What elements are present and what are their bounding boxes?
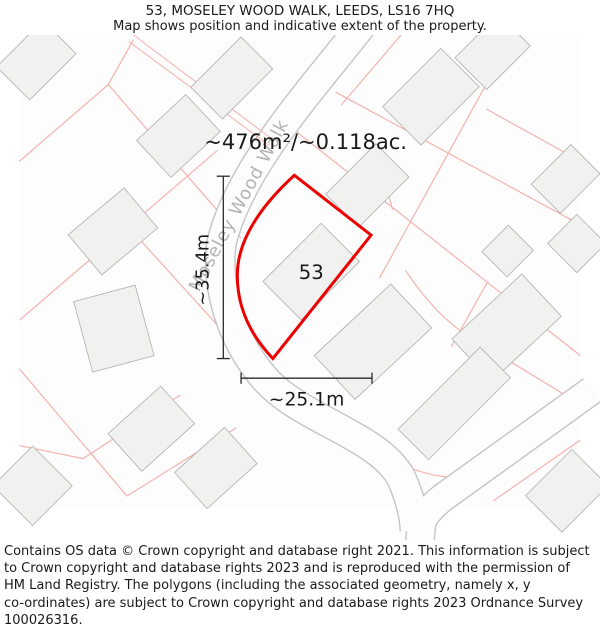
page-title: 53, MOSELEY WOOD WALK, LEEDS, LS16 7HQ xyxy=(145,3,455,19)
page-subtitle: Map shows position and indicative extent… xyxy=(113,19,487,34)
plot-number-label: 53 xyxy=(299,261,324,284)
building xyxy=(73,284,155,373)
footer-line: co-ordinates) are subject to Crown copyr… xyxy=(4,595,584,611)
building-53 xyxy=(262,222,361,321)
building xyxy=(530,144,600,215)
roads xyxy=(204,13,600,546)
building xyxy=(190,36,274,120)
height-dimension xyxy=(216,175,230,360)
building xyxy=(397,346,512,461)
building xyxy=(325,143,410,228)
footer-line: to Crown copyright and database rights 2… xyxy=(4,561,570,577)
map-canvas: Moseley Wood Walk 53 ~476m²/~0.118ac. ~3… xyxy=(0,13,600,546)
footer-line: Contains OS data © Crown copyright and d… xyxy=(4,544,590,559)
footer-line: HM Land Registry. The polygons (includin… xyxy=(4,578,531,594)
building xyxy=(0,19,77,101)
road-south xyxy=(406,379,600,546)
height-dimension-label: ~35.4m xyxy=(193,234,213,306)
building xyxy=(135,93,221,179)
width-dimension xyxy=(240,372,373,384)
os-map: Moseley Wood Walk 53 ~476m²/~0.118ac. ~3… xyxy=(0,13,600,546)
road-moseley-wood-walk xyxy=(206,14,430,532)
building xyxy=(547,213,600,274)
area-label: ~476m²/~0.118ac. xyxy=(204,129,407,154)
width-dimension-label: ~25.1m xyxy=(269,389,344,410)
map-header: 53, MOSELEY WOOD WALK, LEEDS, LS16 7HQ M… xyxy=(0,0,600,35)
footer-line: 100026316. xyxy=(4,612,83,628)
building xyxy=(0,445,73,527)
building xyxy=(107,385,196,472)
building xyxy=(481,224,534,278)
copyright-footer: Contains OS data © Crown copyright and d… xyxy=(0,540,600,629)
building xyxy=(313,283,433,400)
property-boundary xyxy=(235,173,374,361)
building xyxy=(382,47,480,146)
buildings xyxy=(0,13,600,533)
building xyxy=(173,426,258,510)
building xyxy=(524,448,600,533)
building xyxy=(67,187,159,276)
